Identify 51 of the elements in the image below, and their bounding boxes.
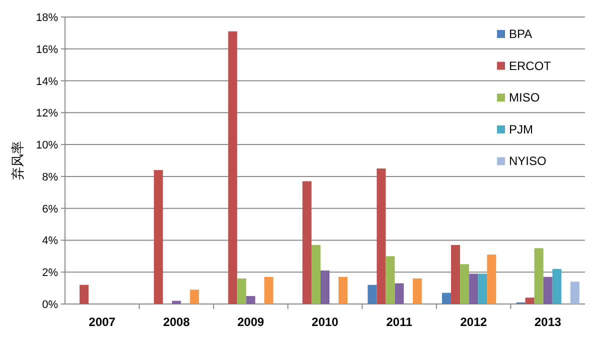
y-tick-label: 2% [42, 267, 58, 280]
bar [570, 282, 580, 304]
y-tick-label: 4% [42, 235, 58, 248]
bar [460, 264, 470, 304]
x-tick-label: 2013 [534, 315, 562, 329]
y-tick-label: 8% [42, 171, 58, 184]
x-tick-label: 2007 [88, 315, 116, 329]
bar [386, 256, 395, 304]
y-tick-label: 10% [36, 140, 58, 152]
bar [154, 170, 163, 304]
legend-label: ERCOT [509, 58, 552, 73]
y-tick-label: 0% [42, 299, 58, 311]
x-tick-label: 2008 [163, 315, 190, 329]
bar [302, 181, 312, 304]
bar [451, 245, 460, 304]
bar [469, 274, 478, 304]
bar [376, 168, 386, 304]
bar [264, 276, 274, 304]
legend-label: BPA [509, 27, 532, 41]
y-tick-label: 12% [36, 108, 58, 120]
bar [412, 278, 422, 304]
bar [320, 270, 330, 304]
bar [228, 31, 238, 304]
bar [237, 278, 246, 304]
bar [338, 276, 348, 304]
x-tick-label: 2012 [460, 315, 488, 329]
bar [172, 300, 181, 304]
x-tick-label: 2010 [312, 315, 339, 329]
legend-label: MISO [509, 90, 540, 105]
bar [190, 290, 199, 304]
x-tick-label: 2009 [237, 315, 264, 329]
y-axis-title: 弃风率 [10, 141, 25, 180]
bar [552, 268, 562, 304]
y-tick-label: 6% [42, 203, 58, 216]
y-tick-label: 14% [36, 76, 58, 88]
bar [394, 283, 404, 304]
bar [80, 284, 89, 304]
bar [487, 254, 496, 304]
legend-label: PJM [509, 122, 534, 136]
y-tick-label: 18% [36, 12, 58, 24]
y-tick-label: 16% [36, 44, 58, 56]
bar [534, 248, 544, 304]
bar [368, 284, 377, 304]
bar [246, 296, 256, 304]
x-tick-label: 2011 [386, 315, 413, 329]
bar [525, 298, 534, 304]
legend-label: NYISO [509, 154, 546, 168]
bar [478, 274, 488, 304]
bar [442, 292, 452, 304]
bar [543, 276, 552, 304]
bar [311, 245, 320, 304]
